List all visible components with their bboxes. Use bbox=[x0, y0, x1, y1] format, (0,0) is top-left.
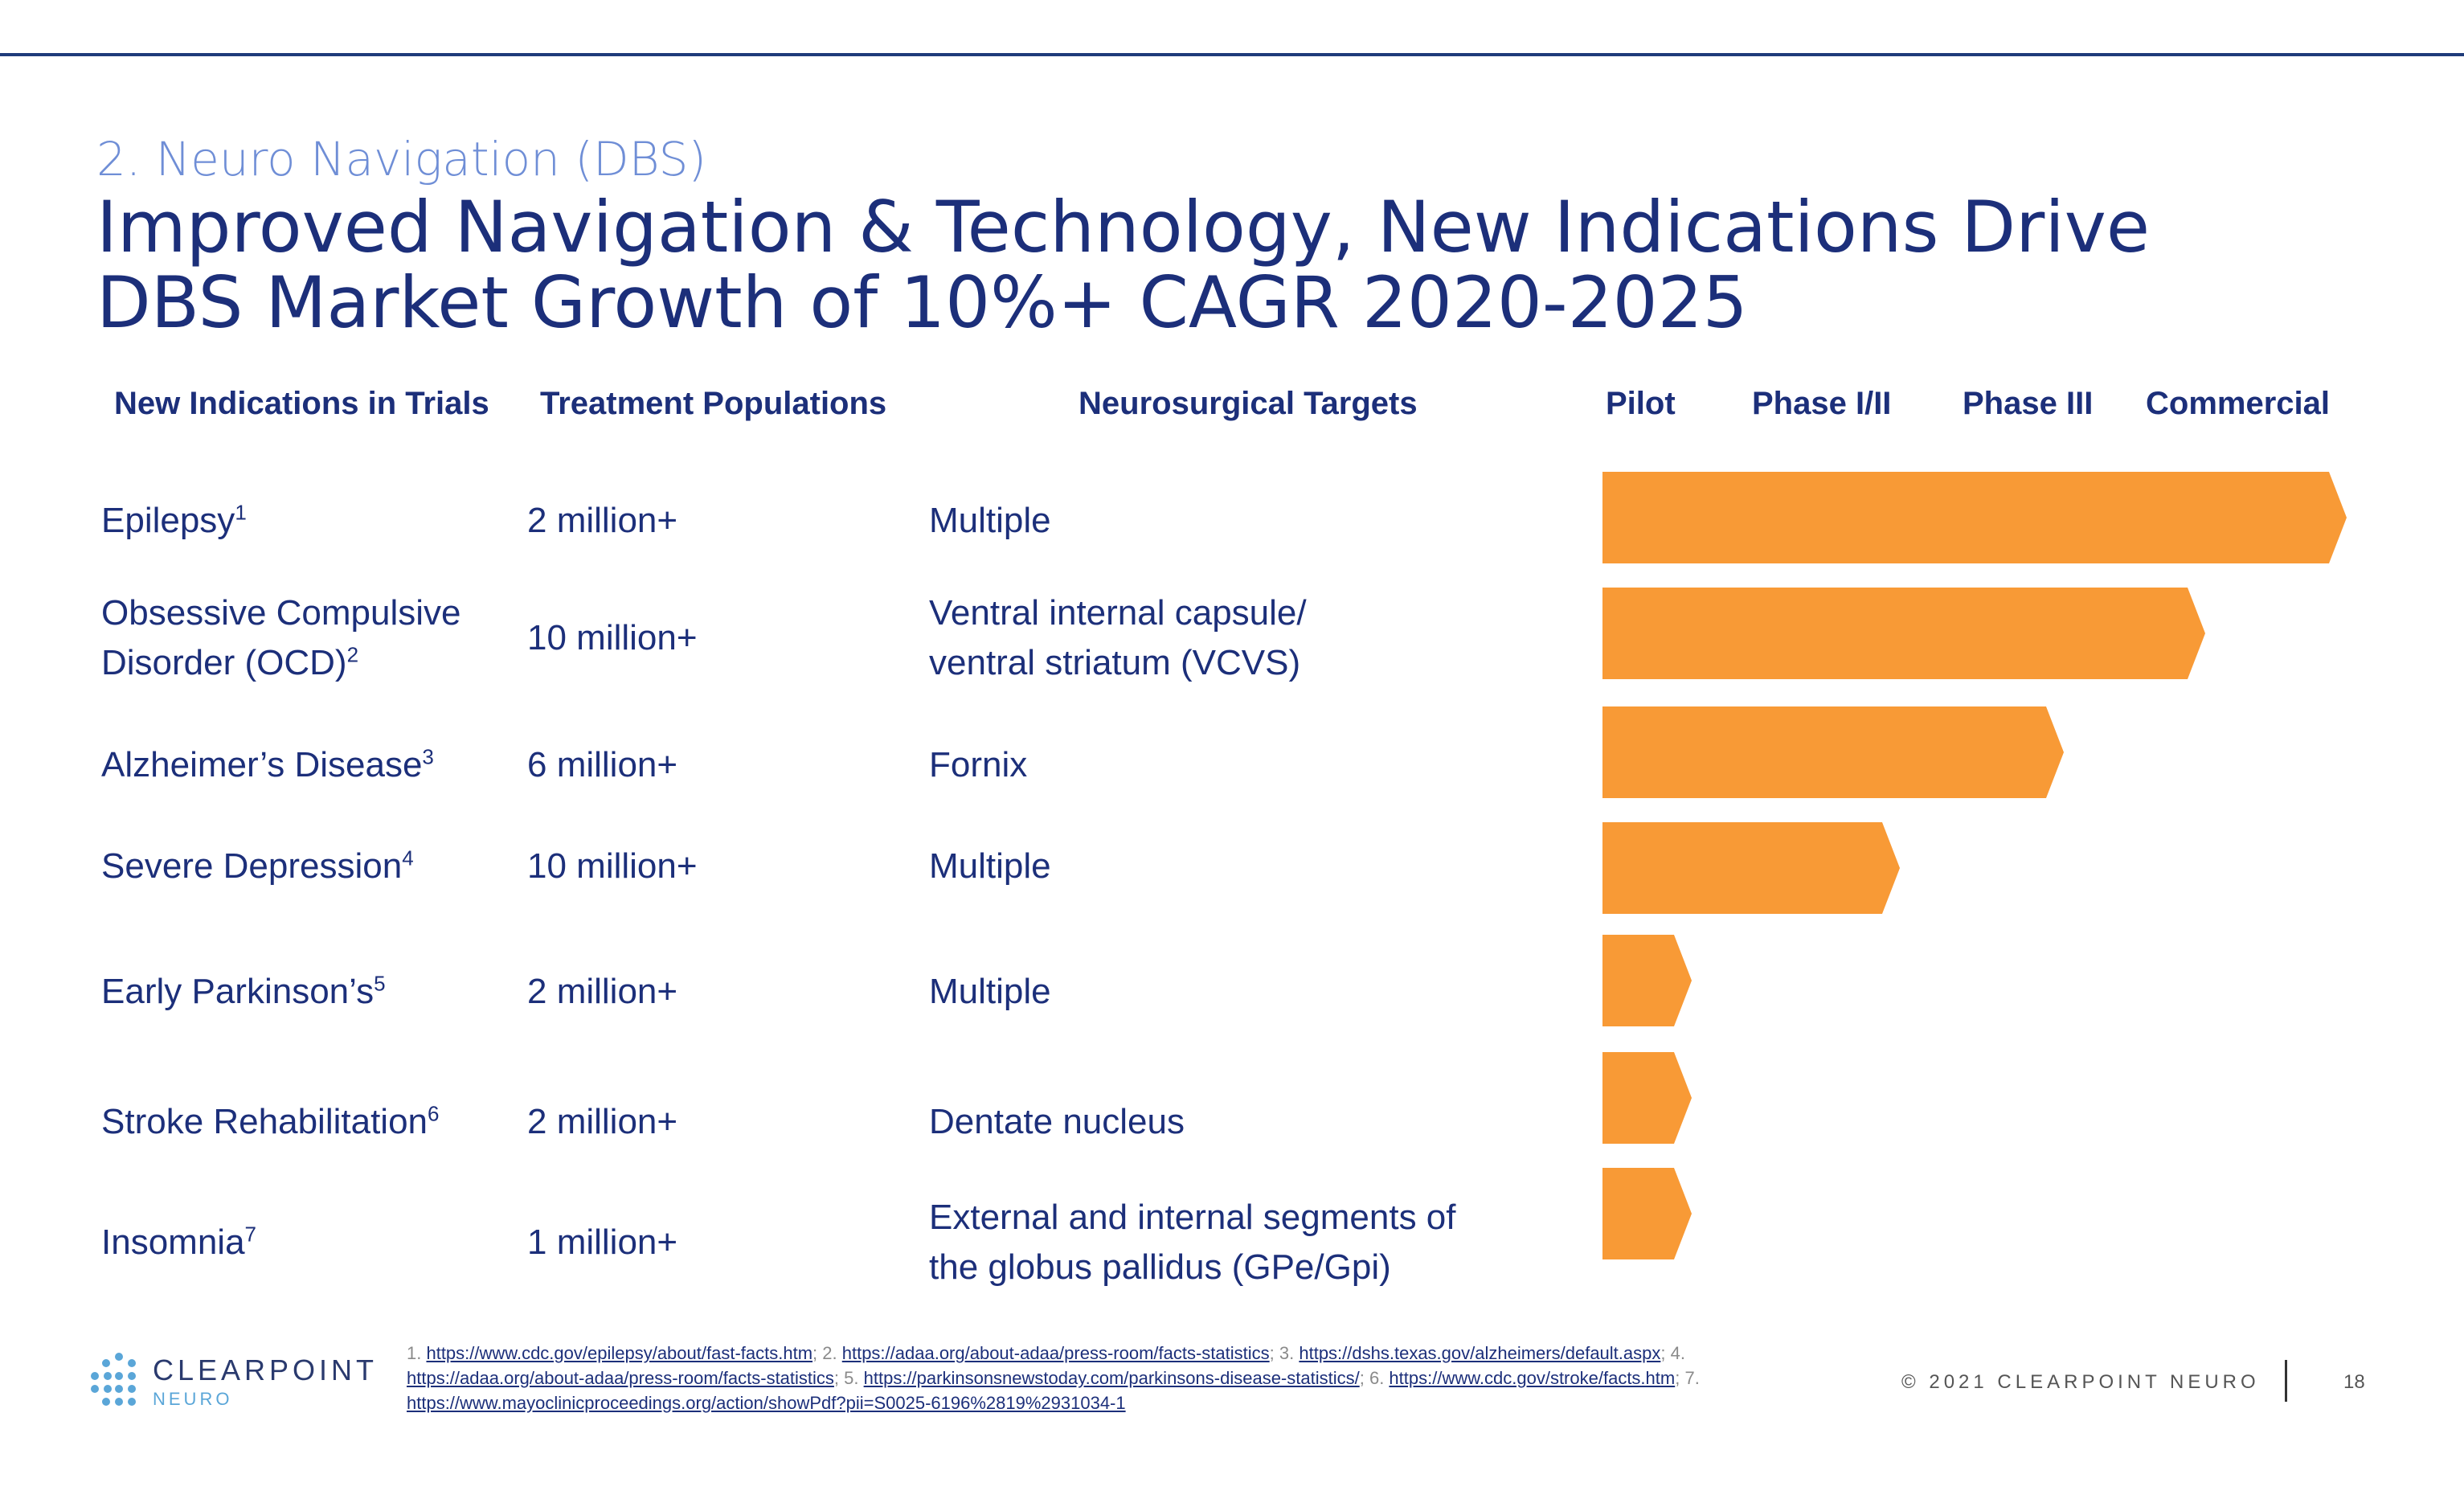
row-population: 10 million+ bbox=[527, 618, 698, 657]
footnote-number: 4. bbox=[1670, 1343, 1685, 1363]
footnote-separator: ; bbox=[1269, 1343, 1279, 1363]
header-phase-commercial: Commercial bbox=[2146, 386, 2330, 421]
logo-sub: NEURO bbox=[153, 1389, 233, 1409]
row-population: 2 million+ bbox=[527, 1102, 678, 1141]
row-indication: Obsessive Compulsive Disorder (OCD)2 bbox=[101, 588, 461, 688]
footnote-number: 2. bbox=[822, 1343, 842, 1363]
footnote-ref: 1 bbox=[235, 500, 247, 525]
stage-progress-bar bbox=[1602, 706, 2064, 798]
stage-progress-bar bbox=[1602, 1168, 1692, 1259]
row-indication: Severe Depression4 bbox=[101, 842, 414, 891]
top-rule bbox=[0, 53, 2464, 56]
row-population: 10 million+ bbox=[527, 846, 698, 886]
row-target: Multiple bbox=[929, 972, 1051, 1011]
header-phase-1-2: Phase I/II bbox=[1752, 386, 1892, 421]
footnotes: 1. https://www.cdc.gov/epilepsy/about/fa… bbox=[407, 1341, 1837, 1415]
footnote-separator: ; bbox=[833, 1368, 845, 1388]
page-number: 18 bbox=[2343, 1371, 2365, 1393]
row-population: 2 million+ bbox=[527, 501, 678, 540]
footnote-separator: ; bbox=[812, 1343, 823, 1363]
header-phase-pilot: Pilot bbox=[1606, 386, 1676, 421]
header-indications: New Indications in Trials bbox=[114, 386, 489, 421]
section-subtitle: 2. Neuro Navigation (DBS) bbox=[96, 132, 707, 186]
footnote-link[interactable]: https://dshs.texas.gov/alzheimers/defaul… bbox=[1299, 1343, 1661, 1363]
indication-label: Early Parkinson’s bbox=[101, 972, 375, 1011]
footnote-ref: 2 bbox=[346, 642, 359, 667]
indication-label: Severe Depression bbox=[101, 846, 403, 886]
header-populations: Treatment Populations bbox=[540, 386, 887, 421]
indication-label: Epilepsy bbox=[101, 501, 235, 540]
footnote-ref: 7 bbox=[244, 1222, 257, 1247]
row-indication: Alzheimer’s Disease3 bbox=[101, 740, 434, 790]
stage-progress-bar bbox=[1602, 1052, 1692, 1144]
row-target: Multiple bbox=[929, 846, 1051, 886]
footnote-number: 5. bbox=[844, 1368, 864, 1388]
footnote-link[interactable]: https://www.cdc.gov/epilepsy/about/fast-… bbox=[426, 1343, 813, 1363]
footnote-ref: 4 bbox=[402, 846, 414, 870]
footnote-link[interactable]: https://parkinsonsnewstoday.com/parkinso… bbox=[863, 1368, 1360, 1388]
footnote-ref: 6 bbox=[428, 1101, 440, 1126]
row-population: 1 million+ bbox=[527, 1222, 678, 1262]
row-target: Multiple bbox=[929, 501, 1051, 540]
footnote-separator: ; bbox=[1675, 1368, 1685, 1388]
header-phase-3: Phase III bbox=[1963, 386, 2094, 421]
header-targets: Neurosurgical Targets bbox=[1079, 386, 1418, 421]
stage-progress-bar bbox=[1602, 822, 1900, 914]
row-indication: Epilepsy1 bbox=[101, 496, 247, 546]
row-target: Ventral internal capsule/ ventral striat… bbox=[929, 593, 1307, 682]
footnote-separator: ; bbox=[1660, 1343, 1671, 1363]
indication-label: Obsessive Compulsive Disorder (OCD) bbox=[101, 593, 461, 682]
footnote-ref: 5 bbox=[374, 971, 386, 996]
footnote-separator: ; bbox=[1359, 1368, 1369, 1388]
row-indication: Insomnia7 bbox=[101, 1218, 256, 1268]
indication-label: Stroke Rehabilitation bbox=[101, 1102, 428, 1141]
page-title: Improved Navigation & Technology, New In… bbox=[96, 186, 2151, 344]
indication-label: Insomnia bbox=[101, 1222, 245, 1262]
footnote-number: 1. bbox=[407, 1343, 427, 1363]
footer-divider bbox=[2285, 1360, 2287, 1402]
footnote-link[interactable]: https://www.mayoclinicproceedings.org/ac… bbox=[407, 1393, 1126, 1413]
footnote-number: 6. bbox=[1369, 1368, 1390, 1388]
row-target: Dentate nucleus bbox=[929, 1102, 1185, 1141]
row-target: Fornix bbox=[929, 745, 1028, 784]
footnote-link[interactable]: https://adaa.org/about-adaa/press-room/f… bbox=[841, 1343, 1270, 1363]
stage-progress-bar bbox=[1602, 472, 2347, 563]
indication-label: Alzheimer’s Disease bbox=[101, 745, 423, 784]
logo-name: CLEARPOINT bbox=[153, 1354, 379, 1386]
footnote-number: 7. bbox=[1684, 1368, 1700, 1388]
footnote-link[interactable]: https://adaa.org/about-adaa/press-room/f… bbox=[407, 1368, 834, 1388]
footnote-ref: 3 bbox=[422, 744, 434, 769]
row-population: 6 million+ bbox=[527, 745, 678, 784]
clearpoint-logo-icon bbox=[91, 1353, 136, 1406]
copyright: © 2021 CLEARPOINT NEURO bbox=[1901, 1371, 2260, 1393]
stage-progress-bar bbox=[1602, 935, 1692, 1026]
row-indication: Stroke Rehabilitation6 bbox=[101, 1097, 439, 1147]
row-indication: Early Parkinson’s5 bbox=[101, 967, 386, 1017]
row-population: 2 million+ bbox=[527, 972, 678, 1011]
stage-progress-bar bbox=[1602, 588, 2205, 679]
footnote-number: 3. bbox=[1279, 1343, 1300, 1363]
footnote-link[interactable]: https://www.cdc.gov/stroke/facts.htm bbox=[1389, 1368, 1676, 1388]
row-target: External and internal segments of the gl… bbox=[929, 1198, 1456, 1287]
